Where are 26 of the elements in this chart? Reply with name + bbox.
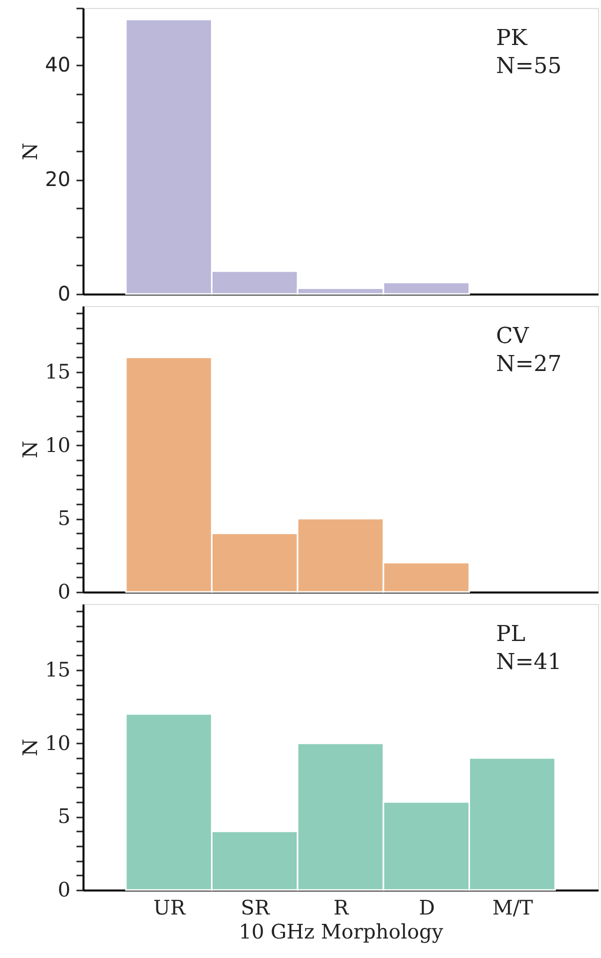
- y-axis-title: N: [18, 142, 42, 160]
- y-tick-label: 0: [58, 878, 70, 902]
- x-axis-title: 10 GHz Morphology: [238, 920, 444, 944]
- x-tick-label: D: [418, 896, 435, 920]
- x-tick-label: M/T: [492, 896, 534, 920]
- y-axis-title: N: [18, 738, 42, 756]
- y-tick-label: 20: [45, 167, 70, 192]
- y-tick-label: 5: [58, 506, 70, 530]
- y-tick-label: 15: [45, 360, 70, 384]
- x-tick-label: UR: [153, 896, 186, 920]
- x-tick-label: R: [333, 896, 350, 920]
- annotation: CV: [496, 324, 530, 349]
- y-tick-label: 5: [58, 804, 70, 828]
- annotation: N=55: [496, 54, 562, 79]
- y-axis-title: N: [18, 440, 42, 458]
- y-tick-label: 15: [45, 658, 70, 682]
- annotation: PL: [496, 622, 526, 647]
- annotation: N=27: [496, 352, 562, 377]
- y-tick-label: 10: [45, 432, 70, 457]
- x-tick-label: SR: [240, 896, 270, 920]
- annotation: PK: [496, 26, 528, 51]
- y-tick-label: 40: [45, 52, 70, 77]
- y-tick-label: 0: [58, 580, 70, 604]
- annotation: N=41: [496, 650, 562, 675]
- y-tick-label: 10: [45, 730, 70, 755]
- y-tick-label: 0: [58, 282, 70, 306]
